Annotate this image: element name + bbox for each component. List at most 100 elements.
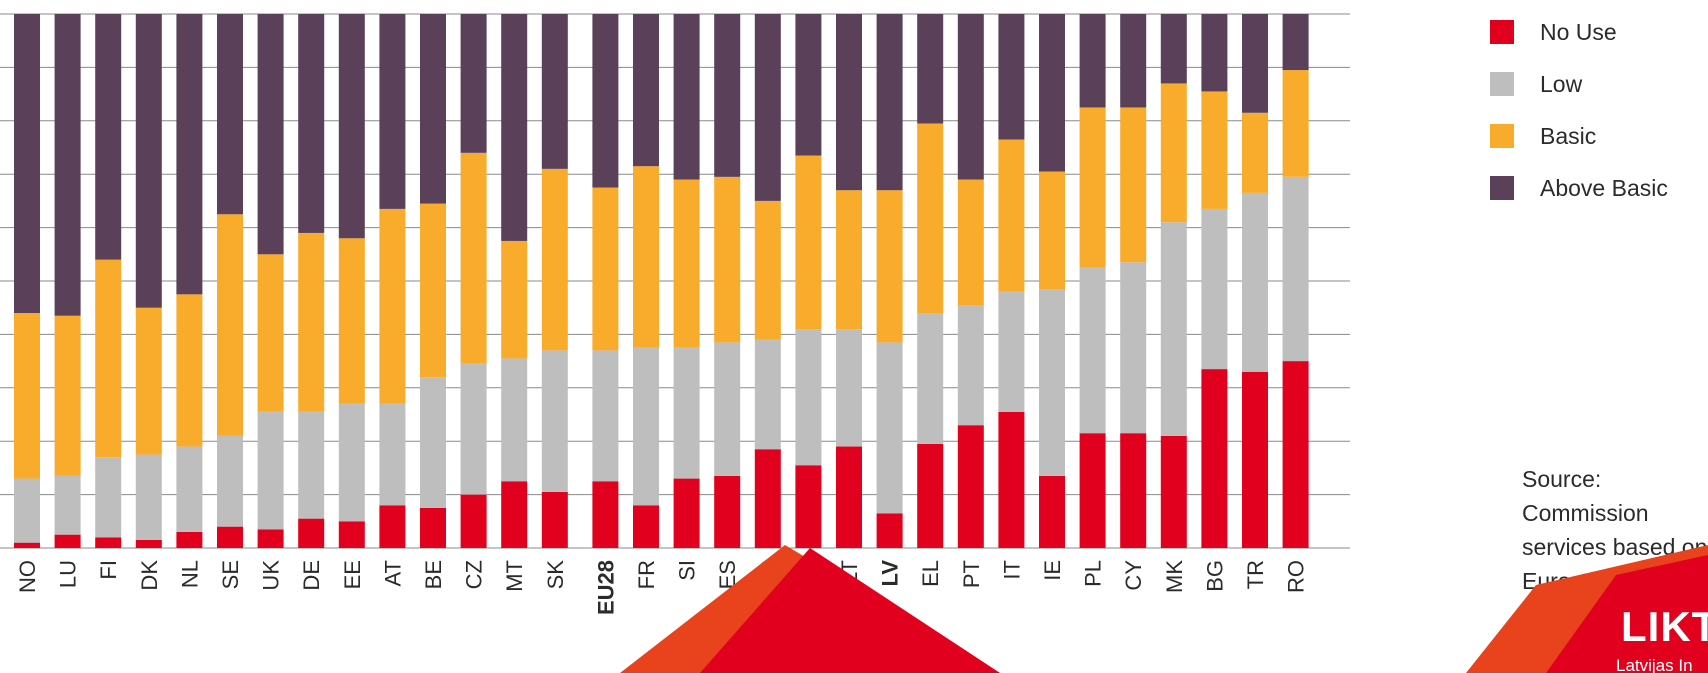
- bar-es-above-basic: [714, 14, 741, 177]
- bar-hu-no-use: [795, 465, 822, 548]
- bar-es-no-use: [714, 475, 741, 548]
- legend-swatch-above-basic: [1490, 176, 1514, 200]
- bar-de-no-use: [298, 518, 325, 548]
- bar-sk-basic: [541, 168, 568, 351]
- bar-fr-above-basic: [633, 14, 659, 167]
- bar-cy-no-use: [1120, 433, 1147, 548]
- bar-tr-no-use: [1242, 371, 1268, 548]
- bar-cz-above-basic: [460, 14, 487, 153]
- bar-eu28-basic: [592, 187, 619, 351]
- bar-dk-low: [135, 454, 162, 540]
- bar-uk-above-basic: [257, 14, 284, 255]
- bar-nl-above-basic: [176, 14, 203, 295]
- bar-fi-no-use: [95, 537, 122, 548]
- bar-ie-above-basic: [1039, 14, 1065, 172]
- bar-hr-above-basic: [754, 14, 781, 201]
- bar-cy-above-basic: [1120, 14, 1147, 108]
- x-tick-lu: LU: [56, 560, 81, 588]
- bar-eu28-above-basic: [592, 14, 619, 188]
- bar-ie-basic: [1039, 171, 1065, 290]
- bar-el-low: [917, 313, 944, 444]
- bar-no-above-basic: [14, 14, 40, 314]
- decor-shape-right: [700, 548, 1000, 673]
- bar-sk-low: [541, 350, 568, 492]
- x-tick-fi: FI: [96, 560, 121, 580]
- bar-cy-basic: [1120, 107, 1147, 263]
- x-tick-cz: CZ: [462, 560, 487, 589]
- bar-hu-basic: [795, 155, 822, 330]
- bar-bg-above-basic: [1201, 14, 1228, 92]
- bar-bg-low: [1201, 208, 1228, 370]
- bar-si-low: [673, 347, 700, 479]
- logo-shape: [1466, 545, 1708, 673]
- bar-lt-low: [836, 329, 862, 447]
- bar-at-basic: [379, 208, 406, 404]
- x-tick-sk: SK: [543, 560, 568, 590]
- legend-item-basic: Basic: [1490, 110, 1708, 162]
- x-tick-uk: UK: [259, 560, 284, 591]
- bar-lv-basic: [876, 190, 903, 343]
- bar-ro-no-use: [1282, 361, 1309, 548]
- x-tick-pt: PT: [959, 560, 984, 588]
- bar-lt-above-basic: [836, 14, 862, 191]
- bar-si-no-use: [673, 478, 700, 548]
- bar-lv-above-basic: [876, 14, 903, 191]
- x-tick-mt: MT: [502, 560, 527, 592]
- decorative-triangle: [620, 545, 1000, 673]
- bar-de-basic: [298, 232, 325, 412]
- bar-at-no-use: [379, 505, 406, 548]
- x-tick-el: EL: [918, 560, 943, 587]
- x-tick-cy: CY: [1121, 560, 1146, 591]
- bar-no-low: [14, 478, 40, 543]
- bar-se-basic: [217, 214, 243, 436]
- legend-label-above-basic: Above Basic: [1540, 174, 1668, 201]
- bar-be-low: [420, 377, 446, 508]
- bar-fr-low: [633, 347, 659, 506]
- bar-es-basic: [714, 176, 741, 343]
- bar-fi-above-basic: [95, 14, 122, 260]
- x-tick-dk: DK: [137, 560, 162, 591]
- bar-lt-basic: [836, 190, 862, 330]
- bar-ie-no-use: [1039, 475, 1065, 548]
- bar-uk-low: [257, 411, 284, 530]
- bar-mt-low: [501, 358, 528, 482]
- x-tick-mk: MK: [1162, 560, 1187, 593]
- x-tick-eu28: EU28: [593, 560, 618, 615]
- bar-nl-low: [176, 446, 203, 532]
- legend: No Use Low Basic Above Basic: [1490, 6, 1708, 214]
- legend-label-basic: Basic: [1540, 122, 1597, 149]
- bar-cz-basic: [460, 152, 487, 364]
- bar-eu28-no-use: [592, 481, 619, 548]
- bar-no-basic: [14, 313, 40, 479]
- bar-fr-basic: [633, 166, 659, 348]
- bar-bg-no-use: [1201, 369, 1228, 548]
- bar-lu-no-use: [54, 534, 81, 548]
- bar-nl-basic: [176, 294, 203, 447]
- bar-pl-basic: [1079, 107, 1106, 268]
- bar-ro-above-basic: [1282, 14, 1309, 71]
- bars: [14, 14, 1309, 548]
- x-tick-ie: IE: [1040, 560, 1065, 581]
- bar-sk-no-use: [541, 491, 568, 548]
- bar-si-basic: [673, 179, 700, 348]
- bar-cz-low: [460, 363, 487, 495]
- bar-it-above-basic: [998, 14, 1025, 140]
- bar-bg-basic: [1201, 91, 1228, 209]
- bar-ro-basic: [1282, 70, 1309, 177]
- bar-ie-low: [1039, 289, 1065, 476]
- logo-subtitle: Latvijas In: [1616, 656, 1693, 673]
- bar-ee-above-basic: [338, 14, 365, 239]
- bar-ee-no-use: [338, 521, 365, 548]
- bar-at-low: [379, 403, 406, 506]
- bar-sk-above-basic: [541, 14, 568, 169]
- legend-item-low: Low: [1490, 58, 1708, 110]
- bar-mk-low: [1160, 222, 1187, 436]
- x-tick-no: NO: [15, 560, 40, 593]
- bar-lt-no-use: [836, 446, 862, 548]
- legend-item-above-basic: Above Basic: [1490, 162, 1708, 214]
- bar-hr-low: [754, 339, 781, 450]
- x-tick-lv: LV: [878, 560, 903, 587]
- bar-lv-low: [876, 342, 903, 514]
- bar-se-low: [217, 435, 243, 527]
- bar-lu-low: [54, 475, 81, 535]
